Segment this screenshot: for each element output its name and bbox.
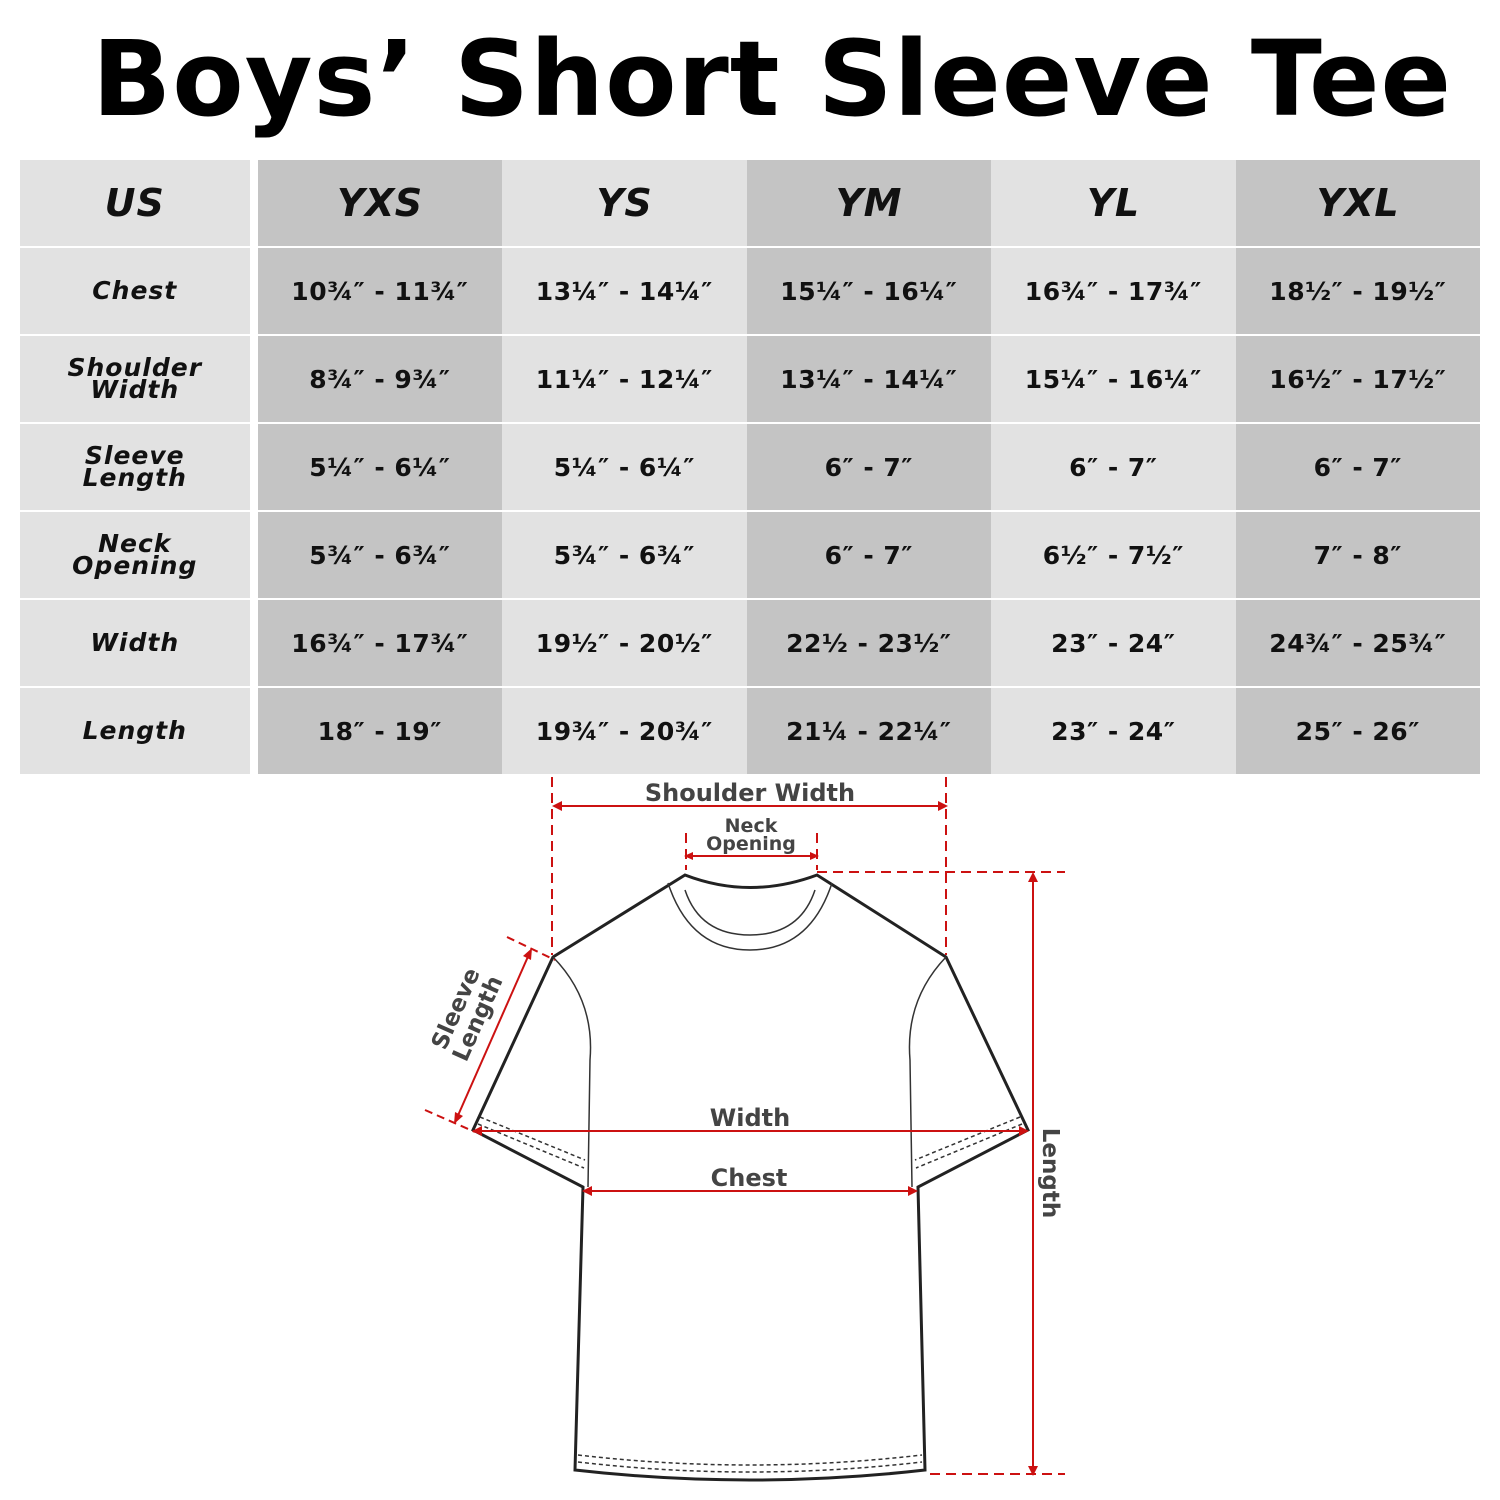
size-value-cell: 23″ - 24″	[991, 600, 1236, 686]
header-ym: YM	[746, 160, 992, 246]
table-row: Neck Opening 5¾″ - 6¾″ 5¾″ - 6¾″ 6″ - 7″ 6½″…	[20, 512, 1481, 598]
header-ys: YS	[502, 160, 747, 246]
size-value-cell: 21¼ - 22¼″	[746, 688, 992, 774]
page-title: Boys’ Short Sleeve Tee	[92, 18, 1453, 140]
size-value-cell: 6½″ - 7½″	[991, 512, 1236, 598]
size-value-cell: 23″ - 24″	[991, 688, 1236, 774]
size-value-cell: 13¼″ - 14¼″	[746, 336, 992, 422]
size-value-cell: 8¾″ - 9¾″	[257, 336, 503, 422]
size-value-cell: 6″ - 7″	[1235, 424, 1481, 510]
size-value-cell: 15¼″ - 16¼″	[991, 336, 1236, 422]
size-value-cell: 10¾″ - 11¾″	[257, 248, 503, 334]
size-value-cell: 5¾″ - 6¾″	[257, 512, 503, 598]
label-width: Width	[710, 1104, 790, 1132]
size-value-cell: 6″ - 7″	[746, 424, 992, 510]
size-value-cell: 16¾″ - 17¾″	[991, 248, 1236, 334]
table-row: Width 16¾″ - 17¾″ 19½″ - 20½″ 22½ - 23½″ 23″…	[20, 600, 1481, 686]
size-value-cell: 15¼″ - 16¼″	[746, 248, 992, 334]
row-label: Sleeve Length	[20, 424, 250, 510]
label-neck-opening-2: Opening	[706, 833, 796, 855]
label-length: Length	[1037, 1128, 1063, 1218]
tee-outline	[471, 873, 1030, 1482]
table-row: Chest 10¾″ - 11¾″ 13¼″ - 14¼″ 15¼″ - 16¼″ 16…	[20, 248, 1481, 334]
header-yxs: YXS	[257, 160, 503, 246]
size-value-cell: 18″ - 19″	[257, 688, 503, 774]
size-value-cell: 6″ - 7″	[991, 424, 1236, 510]
header-us: US	[20, 160, 250, 246]
size-value-cell: 16¾″ - 17¾″	[257, 600, 503, 686]
size-value-cell: 22½ - 23½″	[746, 600, 992, 686]
size-value-cell: 11¼″ - 12¼″	[502, 336, 747, 422]
size-value-cell: 24¾″ - 25¾″	[1235, 600, 1481, 686]
header-yxl: YXL	[1235, 160, 1481, 246]
row-label: Length	[20, 688, 250, 774]
size-value-cell: 16½″ - 17½″	[1235, 336, 1481, 422]
size-table: US YXS YS YM YL YXL Chest 10¾″ - 11¾″ 13¼″…	[20, 160, 1481, 776]
size-value-cell: 7″ - 8″	[1235, 512, 1481, 598]
table-header-row: US YXS YS YM YL YXL	[20, 160, 1481, 246]
row-label: Width	[20, 600, 250, 686]
size-value-cell: 5¼″ - 6¼″	[502, 424, 747, 510]
tee-diagram: Shoulder Width Neck Opening Sleeve Lengt…	[424, 777, 1065, 1482]
measure-lines	[424, 777, 1065, 1475]
size-value-cell: 5¾″ - 6¾″	[502, 512, 747, 598]
size-value-cell: 25″ - 26″	[1235, 688, 1481, 774]
tee-details	[477, 882, 1023, 1473]
table-row: Length 18″ - 19″ 19¾″ - 20¾″ 21¼ - 22¼″ 23″ …	[20, 688, 1481, 774]
size-value-cell: 19½″ - 20½″	[502, 600, 747, 686]
size-value-cell: 6″ - 7″	[746, 512, 992, 598]
header-yl: YL	[991, 160, 1236, 246]
row-label: Shoulder Width	[20, 336, 250, 422]
label-shoulder-width: Shoulder Width	[645, 779, 855, 807]
size-value-cell: 13¼″ - 14¼″	[502, 248, 747, 334]
size-value-cell: 18½″ - 19½″	[1235, 248, 1481, 334]
arrowheads	[454, 801, 1038, 1476]
table-row: Shoulder Width 8¾″ - 9¾″ 11¼″ - 12¼″ 13¼″ -…	[20, 336, 1481, 422]
label-chest: Chest	[711, 1164, 788, 1192]
size-value-cell: 19¾″ - 20¾″	[502, 688, 747, 774]
row-label: Neck Opening	[20, 512, 250, 598]
size-value-cell: 5¼″ - 6¼″	[257, 424, 503, 510]
row-label: Chest	[20, 248, 250, 334]
label-neck-opening-1: Neck	[725, 815, 778, 837]
table-row: Sleeve Length 5¼″ - 6¼″ 5¼″ - 6¼″ 6″ - 7″ 6″…	[20, 424, 1481, 510]
